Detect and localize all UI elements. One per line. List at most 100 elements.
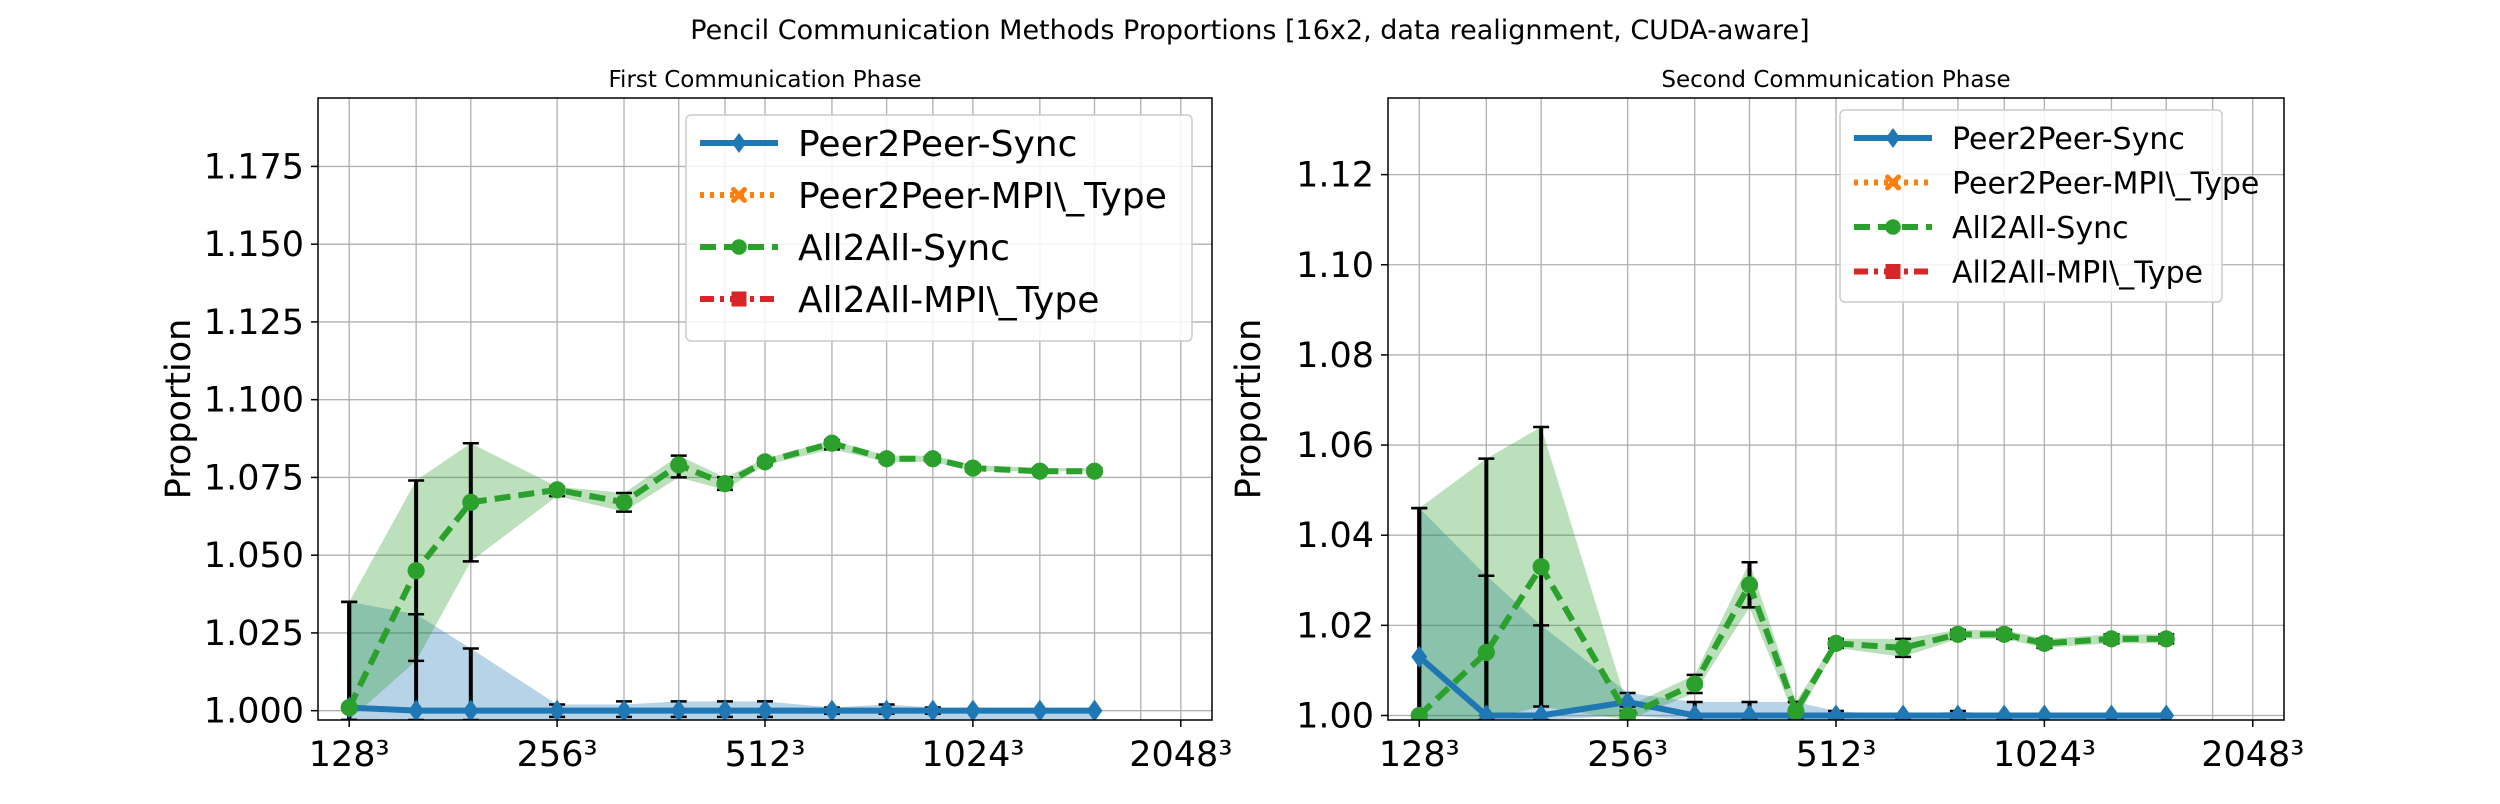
data-point [408, 699, 425, 720]
legend-marker [731, 133, 747, 153]
x-tick-label: 2048³ [2201, 735, 2304, 775]
legend-marker [1885, 219, 1901, 235]
data-point [670, 456, 688, 474]
x-tick-label: 128³ [309, 735, 390, 775]
legend-marker [731, 291, 747, 307]
y-tick-label: 1.12 [1296, 156, 1374, 196]
legend-entry: All2All-MPI\_Type [798, 280, 1099, 321]
y-tick-label: 1.050 [204, 536, 304, 576]
panel-first-communication-phase: 1.000 1.025 1.050 1.075 1.100 1.125 1.150 1.175… [159, 67, 1232, 775]
y-tick-label: 1.04 [1296, 516, 1374, 556]
data-point [340, 698, 358, 717]
data-point [1741, 704, 1758, 720]
data-point [1949, 704, 1966, 720]
data-point [1895, 704, 1912, 720]
x-tick-label: 2048³ [1129, 735, 1232, 775]
data-point [2158, 704, 2175, 720]
data-point [615, 493, 633, 511]
data-point [1086, 699, 1103, 720]
y-tick-label: 1.175 [204, 147, 304, 187]
x-tick-label: 256³ [517, 735, 598, 775]
data-point [1740, 576, 1759, 594]
data-point [1532, 558, 1550, 576]
x-tick-label: 512³ [725, 735, 806, 775]
legend-marker [731, 239, 747, 255]
data-point [670, 699, 687, 720]
data-point [964, 459, 982, 477]
y-tick-label: 1.125 [204, 303, 304, 343]
y-tick-label: 1.06 [1296, 426, 1374, 466]
legend-entry: All2All-MPI\_Type [1952, 255, 2203, 290]
legend-entry: All2All-Sync [1952, 211, 2129, 246]
data-point [964, 699, 981, 720]
data-point [1787, 702, 1805, 720]
legend-entry: All2All-Sync [798, 228, 1010, 269]
data-point [1478, 704, 1495, 720]
data-point [1686, 704, 1703, 720]
data-point [824, 699, 840, 720]
data-point [1410, 706, 1428, 720]
data-point [1686, 675, 1704, 693]
data-point [1477, 643, 1495, 661]
y-tick-label: 1.100 [204, 381, 304, 421]
data-point [924, 450, 942, 468]
panel-second-communication-phase: 1.00 1.02 1.04 1.06 1.08 1.10 1.12 128³ 256³ 512³… [1229, 67, 2304, 775]
plot-area [1410, 425, 2175, 720]
legend-entry: Peer2Peer-MPI\_Type [1952, 166, 2259, 201]
data-point [1031, 699, 1048, 720]
legend-frame [685, 114, 1193, 342]
x-tick-label: 1024³ [1993, 735, 2096, 775]
legend-entry: Peer2Peer-Sync [798, 124, 1077, 165]
legend-marker [731, 187, 747, 203]
data-point [1827, 634, 1845, 652]
confidence-band [1419, 508, 2167, 720]
y-axis-label: Proportion [159, 319, 199, 500]
data-point [717, 699, 733, 720]
data-point [878, 699, 895, 720]
data-point [1949, 625, 1967, 643]
data-point [878, 450, 896, 468]
plot-area [340, 434, 1104, 720]
data-point [1533, 704, 1550, 720]
data-point [2102, 630, 2121, 648]
data-point [1031, 462, 1049, 480]
data-point [1996, 704, 2013, 720]
y-tick-label: 1.08 [1296, 336, 1374, 376]
legend-entry: Peer2Peer-Sync [1952, 122, 2185, 157]
x-tick-label: 512³ [1796, 735, 1877, 775]
data-point [616, 699, 632, 720]
data-point [462, 699, 479, 720]
y-tick-label: 1.02 [1296, 606, 1374, 646]
data-point [548, 481, 566, 499]
confidence-band [349, 440, 1095, 720]
data-point [2036, 704, 2053, 720]
data-point [2035, 634, 2053, 652]
legend-entry: Peer2Peer-MPI\_Type [798, 176, 1167, 217]
y-tick-label: 1.150 [204, 225, 304, 265]
data-point [407, 562, 425, 580]
data-point [1085, 462, 1104, 480]
y-tick-label: 1.00 [1296, 696, 1374, 736]
subplot-title: First Communication Phase [609, 67, 922, 93]
data-point [549, 699, 566, 720]
legend-marker [1885, 174, 1901, 191]
data-point [924, 699, 941, 720]
legend-frame [1839, 109, 2223, 303]
y-tick-label: 1.000 [204, 692, 304, 732]
x-tick-label: 256³ [1587, 735, 1668, 775]
data-point [1894, 639, 1912, 657]
x-tick-label: 1024³ [921, 735, 1024, 775]
data-point [823, 434, 841, 452]
data-point [757, 699, 773, 720]
legend: Peer2Peer-Sync Peer2Peer-MPI\_Type All2All… [685, 114, 1193, 342]
legend-marker [1885, 264, 1901, 279]
data-point [462, 493, 480, 511]
x-tick-label: 128³ [1379, 735, 1460, 775]
legend-marker [1885, 128, 1901, 148]
data-point [1995, 625, 2013, 643]
y-tick-label: 1.075 [204, 458, 304, 498]
data-point [716, 475, 734, 493]
confidence-band [1419, 427, 2167, 720]
